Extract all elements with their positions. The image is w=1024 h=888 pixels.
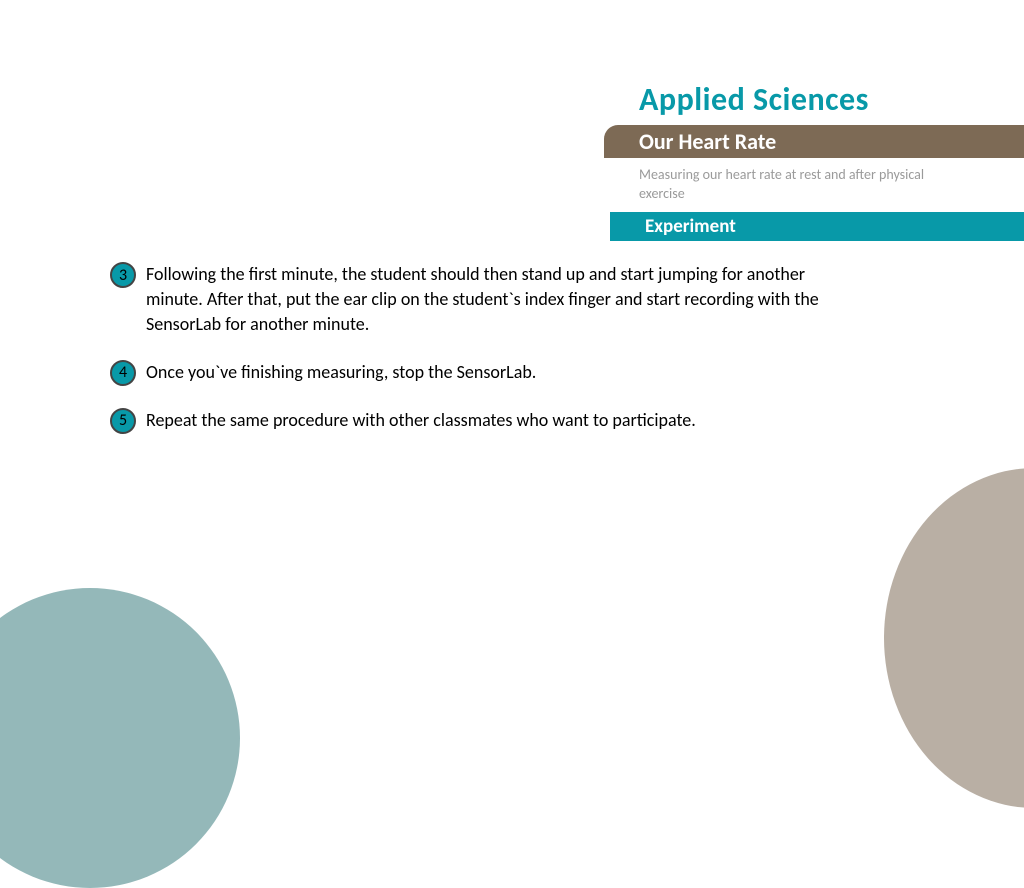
decoration-bottom-right xyxy=(884,468,1024,808)
step-item: 3 Following the first minute, the studen… xyxy=(110,262,830,338)
page-title-bar: Our Heart Rate xyxy=(604,125,1024,158)
brand-title: Applied Sciences xyxy=(604,80,1024,119)
step-number-badge: 3 xyxy=(110,262,136,288)
step-number-badge: 4 xyxy=(110,360,136,386)
section-bar: Experiment xyxy=(604,212,1024,241)
steps-list: 3 Following the first minute, the studen… xyxy=(110,262,830,456)
header: Applied Sciences Our Heart Rate Measurin… xyxy=(604,80,1024,241)
step-number-badge: 5 xyxy=(110,408,136,434)
step-item: 5 Repeat the same procedure with other c… xyxy=(110,408,830,434)
step-text: Repeat the same procedure with other cla… xyxy=(146,408,696,433)
step-text: Once you`ve finishing measuring, stop th… xyxy=(146,360,536,385)
decoration-bottom-left xyxy=(0,588,240,888)
page-subtitle: Measuring our heart rate at rest and aft… xyxy=(604,158,1024,212)
step-text: Following the first minute, the student … xyxy=(146,262,830,338)
step-item: 4 Once you`ve finishing measuring, stop … xyxy=(110,360,830,386)
